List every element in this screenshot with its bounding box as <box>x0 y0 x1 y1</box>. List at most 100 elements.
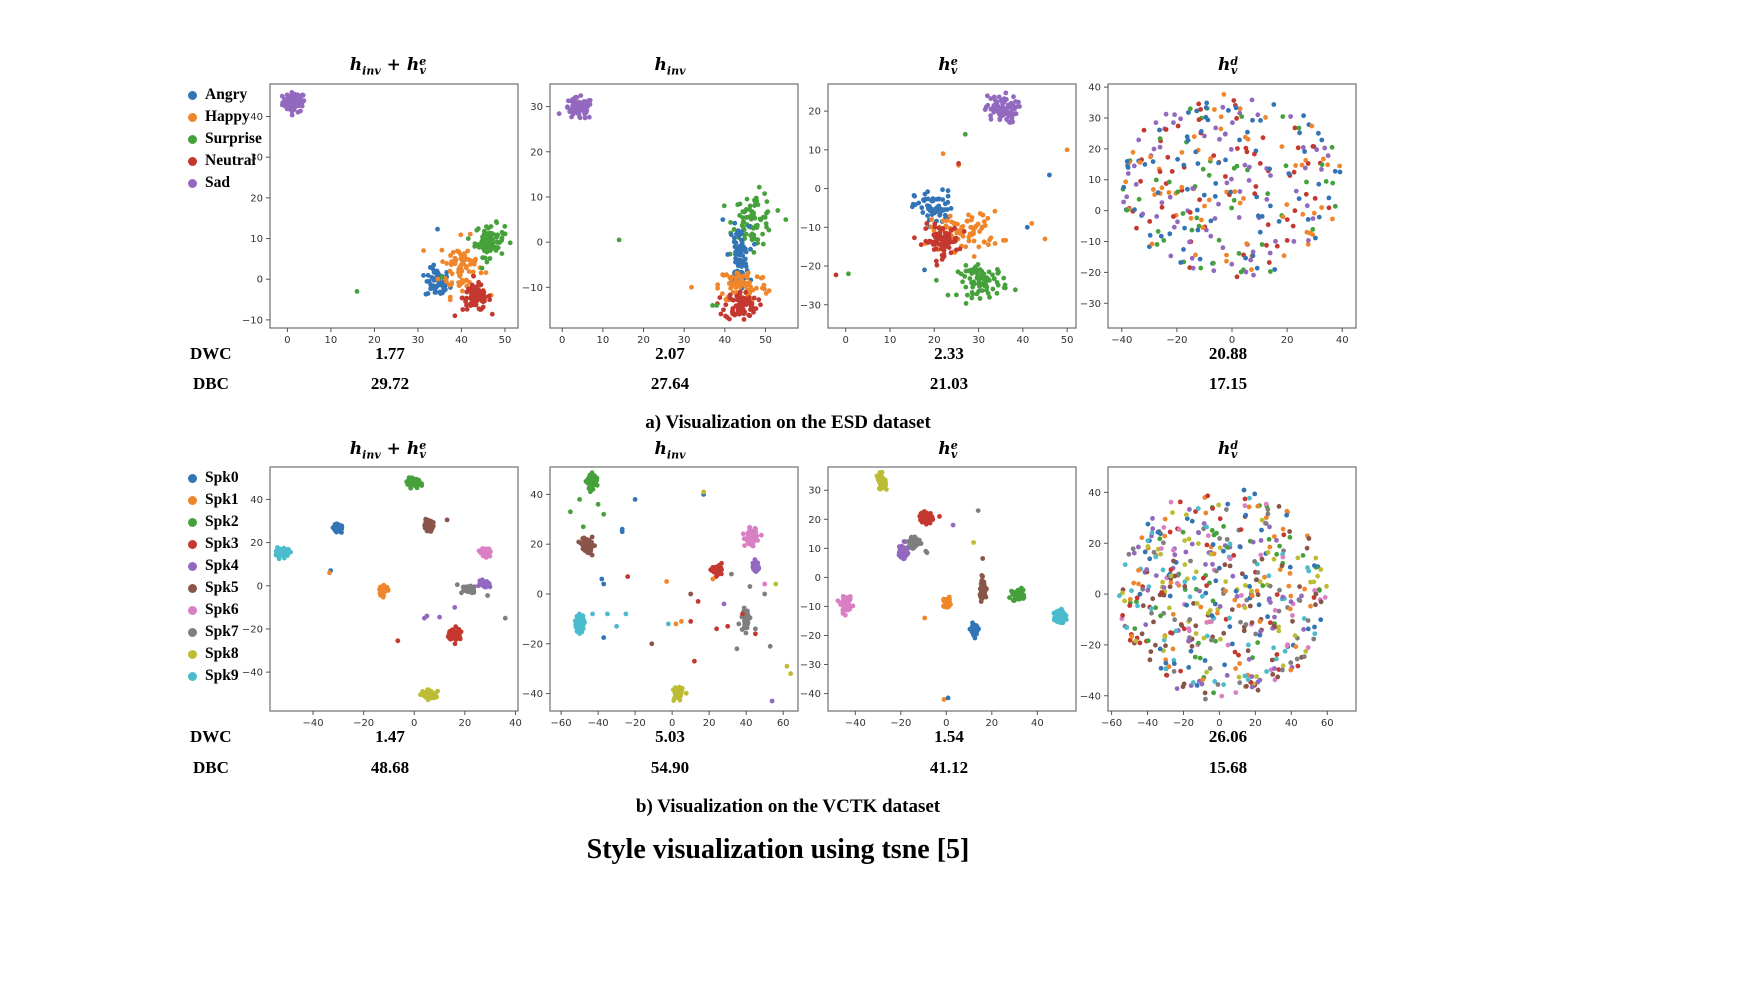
scatter-point <box>752 215 758 221</box>
scatter-point <box>1273 238 1278 244</box>
scatter-point <box>692 658 697 664</box>
scatter-point <box>1276 628 1282 634</box>
scatter-point <box>1235 146 1240 151</box>
scatter-point <box>449 627 455 633</box>
y-tick-label: 10 <box>530 192 543 203</box>
scatter-point <box>1159 185 1165 191</box>
scatter-point <box>752 568 758 574</box>
scatter-point <box>1196 223 1202 229</box>
scatter-point <box>965 292 970 298</box>
scatter-point <box>1217 136 1222 142</box>
scatter-point <box>742 543 747 548</box>
scatter-point <box>1231 553 1237 558</box>
y-tick-label: −20 <box>522 639 543 650</box>
scatter-point <box>739 627 745 632</box>
scatter-point <box>1266 260 1272 265</box>
scatter-point <box>1237 544 1243 550</box>
scatter-point <box>1207 666 1213 671</box>
scatter-point <box>1279 563 1285 569</box>
scatter-point <box>1152 192 1157 198</box>
scatter-point <box>1294 656 1300 662</box>
legend-marker <box>188 561 197 571</box>
scatter-point <box>932 210 937 216</box>
vctk-panel-4-dbc: 15.68 <box>1208 758 1248 777</box>
scatter-point <box>1312 563 1317 568</box>
scatter-point <box>441 286 446 292</box>
scatter-point <box>738 282 744 287</box>
scatter-point <box>1158 613 1163 619</box>
scatter-point <box>1244 683 1249 689</box>
scatter-point <box>1297 584 1302 589</box>
legend-item: Spk1 <box>188 489 239 511</box>
scatter-point <box>1265 191 1271 197</box>
scatter-point <box>1163 127 1169 132</box>
x-tick-label: −40 <box>1111 335 1132 346</box>
scatter-point <box>715 285 720 291</box>
scatter-point <box>940 187 945 193</box>
scatter-point <box>754 285 759 291</box>
scatter-point <box>380 590 386 596</box>
x-tick-label: 60 <box>777 718 790 729</box>
scatter-point <box>275 546 281 552</box>
scatter-point <box>1302 149 1307 154</box>
esd-panel-1-dwc: 1.77 <box>375 344 405 363</box>
scatter-point <box>936 196 942 202</box>
scatter-point <box>1277 587 1282 593</box>
scatter-point <box>1232 649 1238 655</box>
y-tick-label: 40 <box>530 490 543 501</box>
scatter-point <box>1142 162 1148 167</box>
scatter-point <box>426 517 431 523</box>
x-tick-label: 40 <box>1285 718 1298 729</box>
scatter-point <box>945 193 951 199</box>
scatter-point <box>695 599 701 604</box>
scatter-point <box>1243 145 1249 151</box>
scatter-point <box>969 295 975 301</box>
scatter-point <box>1165 154 1171 160</box>
y-tick-label: 0 <box>257 275 263 286</box>
scatter-point <box>846 271 851 277</box>
scatter-point <box>976 288 982 294</box>
scatter-point <box>1266 573 1272 579</box>
legend-item: Angry <box>188 84 262 106</box>
scatter-point <box>1293 163 1298 168</box>
scatter-point <box>1149 530 1155 536</box>
esd-panel-1-plot: 0 10 20 30 40 50 −10 0 10 20 30 40 <box>242 83 519 346</box>
scatter-point <box>1198 107 1203 112</box>
scatter-point <box>963 268 969 274</box>
scatter-point <box>1288 667 1294 673</box>
scatter-point <box>1238 619 1243 625</box>
scatter-point <box>1170 646 1176 652</box>
scatter-point <box>741 317 747 322</box>
scatter-point <box>278 550 283 556</box>
scatter-point <box>743 249 749 255</box>
scatter-point <box>1287 606 1293 612</box>
scatter-point <box>916 200 922 206</box>
scatter-point <box>1248 257 1254 263</box>
scatter-point <box>1172 552 1178 558</box>
scatter-point <box>847 594 853 599</box>
x-tick-label: 10 <box>596 335 609 346</box>
scatter-point <box>1292 633 1298 639</box>
scatter-point <box>1155 190 1161 195</box>
scatter-point <box>1310 216 1316 222</box>
scatter-point <box>1242 496 1248 502</box>
scatter-point <box>472 259 478 264</box>
scatter-point <box>1257 619 1263 624</box>
scatter-point <box>1263 115 1268 120</box>
y-tick-label: 0 <box>815 573 821 584</box>
x-tick-label: 10 <box>884 335 897 346</box>
scatter-point <box>764 199 770 204</box>
points <box>1117 487 1329 702</box>
scatter-point <box>1124 194 1130 200</box>
scatter-point <box>1211 690 1216 696</box>
scatter-point <box>1312 624 1317 630</box>
scatter-point <box>688 591 694 597</box>
scatter-point <box>1221 548 1226 554</box>
scatter-point <box>489 241 494 247</box>
scatter-point <box>1136 581 1141 587</box>
scatter-point <box>1153 120 1159 126</box>
scatter-point <box>574 103 580 109</box>
scatter-point <box>739 241 745 246</box>
scatter-point <box>1218 126 1224 132</box>
legend-marker <box>188 473 197 483</box>
